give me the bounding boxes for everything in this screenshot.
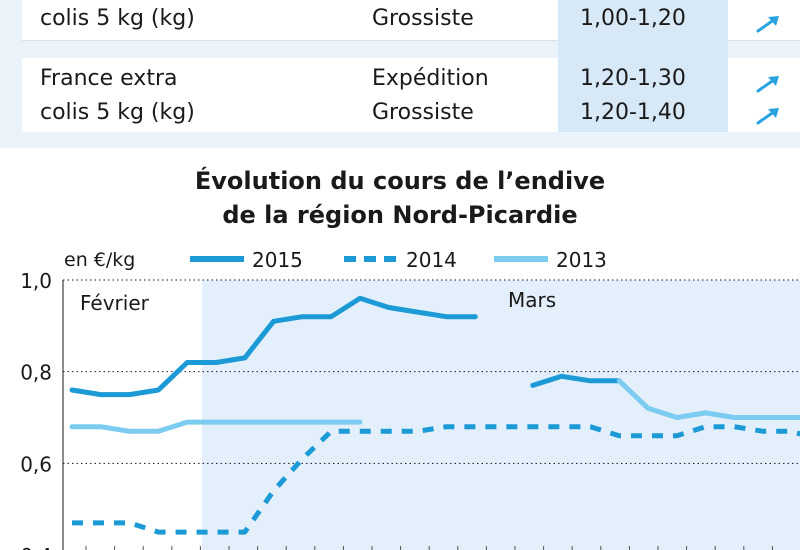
period-label-february: Février bbox=[80, 291, 150, 315]
y-tick-label: 1,0 bbox=[20, 269, 52, 293]
price-column-shade bbox=[558, 0, 728, 132]
price-table: colis 5 kg (kg) Grossiste 1,00-1,20 Fran… bbox=[0, 0, 800, 148]
legend-label: 2015 bbox=[252, 248, 303, 272]
series-line-2015 bbox=[69, 295, 478, 398]
series-line-2014 bbox=[72, 424, 800, 535]
series-line-2015 bbox=[530, 373, 622, 388]
chart-title: Évolution du cours de l’endive de la rég… bbox=[0, 164, 800, 232]
product-label: colis 5 kg (kg) bbox=[40, 100, 195, 125]
product-label: colis 5 kg (kg) bbox=[40, 6, 195, 31]
stage-label: Expédition bbox=[372, 66, 489, 91]
trend-up-arrow-icon bbox=[756, 16, 779, 33]
y-tick-label: 0,4 bbox=[20, 544, 52, 550]
price-value: 1,00-1,20 bbox=[580, 6, 686, 31]
stage-label: Grossiste bbox=[372, 6, 474, 31]
price-value: 1,20-1,30 bbox=[580, 66, 686, 91]
y-tick-label: 0,6 bbox=[20, 452, 52, 476]
y-tick-label: 0,8 bbox=[20, 361, 52, 385]
row-divider bbox=[22, 40, 800, 41]
trend-up-arrow-icon bbox=[756, 108, 779, 125]
legend-label: 2013 bbox=[556, 248, 607, 272]
product-label: France extra bbox=[40, 66, 178, 91]
trend-up-arrow-icon bbox=[756, 76, 779, 93]
chart-title-line: Évolution du cours de l’endive bbox=[194, 167, 606, 195]
legend-label: 2014 bbox=[406, 248, 457, 272]
series-line-2013 bbox=[69, 419, 363, 434]
series-line-2013 bbox=[616, 378, 800, 420]
price-value: 1,20-1,40 bbox=[580, 100, 686, 125]
period-label-march: Mars bbox=[508, 288, 556, 312]
chart-title-line: de la région Nord-Picardie bbox=[222, 201, 578, 229]
stage-label: Grossiste bbox=[372, 100, 474, 125]
unit-label: en €/kg bbox=[64, 249, 135, 271]
